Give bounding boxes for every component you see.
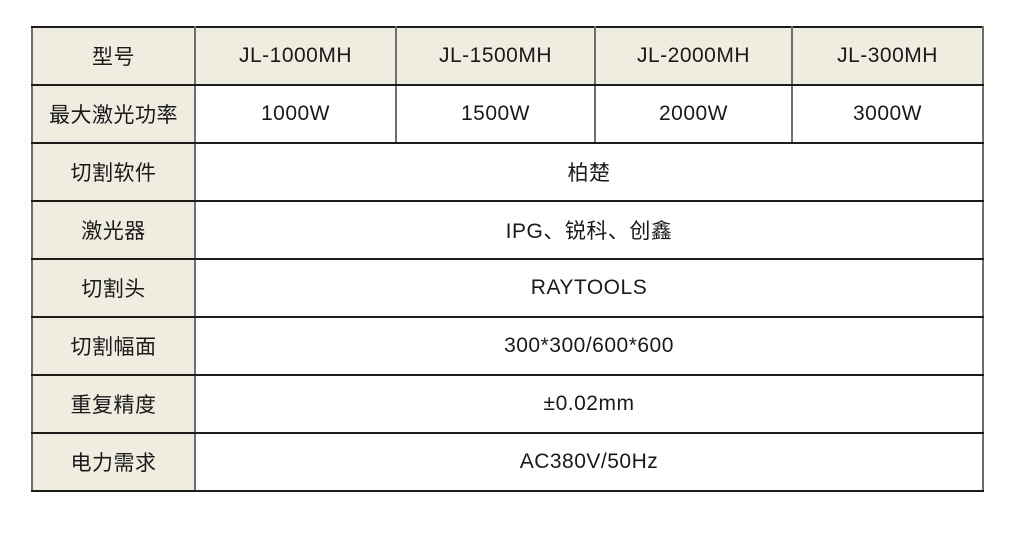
row-label-head: 切割头: [31, 258, 196, 318]
row-label-model: 型号: [31, 26, 196, 86]
table-row-head: 切割头 RAYTOOLS: [31, 258, 984, 318]
power-cell-2: 1500W: [395, 84, 596, 144]
table-row-power: 最大激光功率 1000W 1500W 2000W 3000W: [31, 84, 984, 144]
row-label-laser: 激光器: [31, 200, 196, 260]
table-row-electric: 电力需求 AC380V/50Hz: [31, 432, 984, 492]
model-cell-1: JL-1000MH: [194, 26, 397, 86]
row-label-accuracy: 重复精度: [31, 374, 196, 434]
laser-value-cell: IPG、锐科、创鑫: [194, 200, 984, 260]
power-cell-3: 2000W: [594, 84, 793, 144]
table-row-model: 型号 JL-1000MH JL-1500MH JL-2000MH JL-300M…: [31, 26, 984, 86]
head-value-cell: RAYTOOLS: [194, 258, 984, 318]
model-cell-4: JL-300MH: [791, 26, 984, 86]
spec-table: 型号 JL-1000MH JL-1500MH JL-2000MH JL-300M…: [31, 26, 984, 492]
table-row-area: 切割幅面 300*300/600*600: [31, 316, 984, 376]
table-row-software: 切割软件 柏楚: [31, 142, 984, 202]
area-value-cell: 300*300/600*600: [194, 316, 984, 376]
electric-value-cell: AC380V/50Hz: [194, 432, 984, 492]
table-row-accuracy: 重复精度 ±0.02mm: [31, 374, 984, 434]
row-label-software: 切割软件: [31, 142, 196, 202]
power-cell-1: 1000W: [194, 84, 397, 144]
accuracy-value-cell: ±0.02mm: [194, 374, 984, 434]
software-value-cell: 柏楚: [194, 142, 984, 202]
row-label-electric: 电力需求: [31, 432, 196, 492]
table-row-laser: 激光器 IPG、锐科、创鑫: [31, 200, 984, 260]
spec-table-container: 型号 JL-1000MH JL-1500MH JL-2000MH JL-300M…: [31, 26, 984, 492]
model-cell-2: JL-1500MH: [395, 26, 596, 86]
row-label-area: 切割幅面: [31, 316, 196, 376]
power-cell-4: 3000W: [791, 84, 984, 144]
row-label-power: 最大激光功率: [31, 84, 196, 144]
model-cell-3: JL-2000MH: [594, 26, 793, 86]
